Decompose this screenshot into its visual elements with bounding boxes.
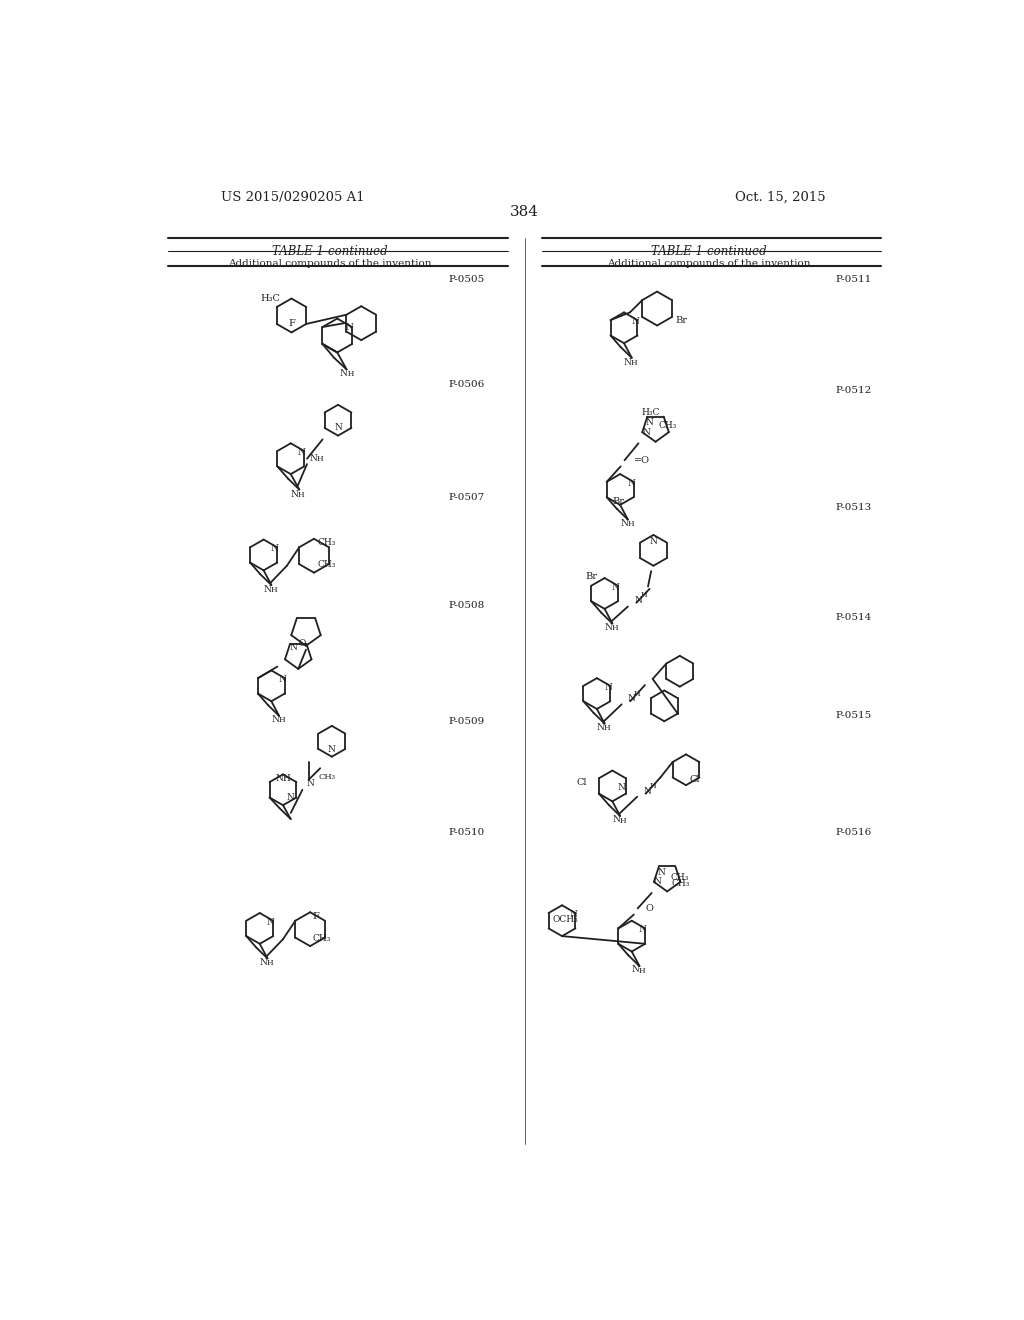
Text: N: N [631, 317, 639, 326]
Text: H: H [270, 586, 278, 594]
Text: Additional compounds of the invention: Additional compounds of the invention [227, 259, 431, 268]
Text: N: N [642, 428, 650, 437]
Text: H: H [611, 624, 618, 632]
Text: O: O [299, 639, 306, 648]
Text: P-0509: P-0509 [449, 717, 484, 726]
Text: P-0505: P-0505 [449, 276, 484, 284]
Text: N: N [634, 595, 642, 605]
Text: P-0516: P-0516 [836, 829, 872, 837]
Text: H: H [298, 491, 304, 499]
Text: H: H [279, 717, 285, 725]
Text: N: N [628, 694, 636, 704]
Text: US 2015/0290205 A1: US 2015/0290205 A1 [221, 190, 365, 203]
Text: P-0508: P-0508 [449, 601, 484, 610]
Text: CH₃: CH₃ [317, 539, 336, 546]
Text: N: N [346, 322, 353, 331]
Text: P-0515: P-0515 [836, 711, 872, 721]
Text: H: H [649, 781, 656, 789]
Text: N: N [298, 447, 306, 457]
Text: H: H [640, 591, 647, 599]
Text: P-0512: P-0512 [836, 385, 872, 395]
Text: H: H [631, 359, 638, 367]
Text: N: N [653, 878, 662, 886]
Text: N: N [657, 869, 666, 876]
Text: H: H [639, 966, 645, 974]
Text: P-0514: P-0514 [836, 612, 872, 622]
Text: Oct. 15, 2015: Oct. 15, 2015 [735, 190, 825, 203]
Text: H: H [627, 520, 634, 528]
Text: CH₃: CH₃ [318, 774, 336, 781]
Text: N: N [279, 676, 287, 684]
Text: N: N [260, 958, 267, 966]
Text: P-0506: P-0506 [449, 380, 484, 389]
Text: N: N [612, 816, 621, 824]
Text: CH₃: CH₃ [317, 561, 336, 569]
Text: N: N [287, 793, 294, 803]
Text: CH₃: CH₃ [671, 874, 689, 882]
Text: P-0510: P-0510 [449, 829, 484, 837]
Text: N: N [604, 682, 612, 692]
Text: OCH₃: OCH₃ [553, 915, 579, 924]
Text: Cl: Cl [690, 775, 700, 784]
Text: H₃C: H₃C [260, 294, 280, 304]
Text: Br: Br [612, 496, 625, 506]
Text: N: N [611, 583, 620, 591]
Text: N: N [270, 544, 279, 553]
Text: N: N [334, 424, 342, 433]
Text: N: N [621, 519, 628, 528]
Text: F: F [288, 318, 295, 327]
Text: N: N [604, 623, 612, 632]
Text: N: N [263, 585, 271, 594]
Text: N: N [618, 783, 626, 792]
Text: 384: 384 [510, 205, 540, 219]
Text: N: N [632, 965, 640, 974]
Text: P-0511: P-0511 [836, 276, 872, 284]
Text: NH: NH [275, 774, 291, 783]
Text: O: O [645, 904, 653, 913]
Text: N: N [271, 715, 280, 725]
Text: N: N [309, 454, 317, 463]
Text: N: N [340, 370, 347, 379]
Text: Br: Br [676, 317, 688, 325]
Text: N: N [267, 917, 274, 927]
Text: N: N [597, 723, 605, 731]
Text: H: H [316, 454, 323, 463]
Text: N: N [624, 358, 632, 367]
Text: N: N [328, 746, 336, 754]
Text: F: F [312, 912, 319, 920]
Text: N: N [569, 909, 578, 919]
Text: Additional compounds of the invention: Additional compounds of the invention [607, 259, 811, 268]
Text: N: N [628, 479, 635, 488]
Text: CH₃: CH₃ [659, 421, 677, 430]
Text: CH₃: CH₃ [671, 879, 689, 888]
Text: N: N [291, 490, 299, 499]
Text: H: H [266, 960, 273, 968]
Text: TABLE 1-continued: TABLE 1-continued [651, 246, 767, 259]
Text: CH₃: CH₃ [312, 935, 331, 942]
Text: =O: =O [634, 455, 650, 465]
Text: Cl: Cl [577, 777, 588, 787]
Text: N: N [649, 537, 657, 545]
Text: N: N [307, 779, 314, 788]
Text: P-0513: P-0513 [836, 503, 872, 512]
Text: Br: Br [585, 572, 597, 581]
Text: N: N [646, 418, 653, 428]
Text: H: H [343, 370, 355, 378]
Text: H: H [634, 689, 641, 697]
Text: H₃C: H₃C [641, 408, 659, 417]
Text: H: H [620, 817, 626, 825]
Text: TABLE 1-continued: TABLE 1-continued [271, 246, 387, 259]
Text: H: H [604, 725, 610, 733]
Text: N: N [290, 643, 298, 652]
Text: P-0507: P-0507 [449, 494, 484, 503]
Text: N: N [639, 925, 647, 935]
Text: N: N [643, 787, 651, 796]
